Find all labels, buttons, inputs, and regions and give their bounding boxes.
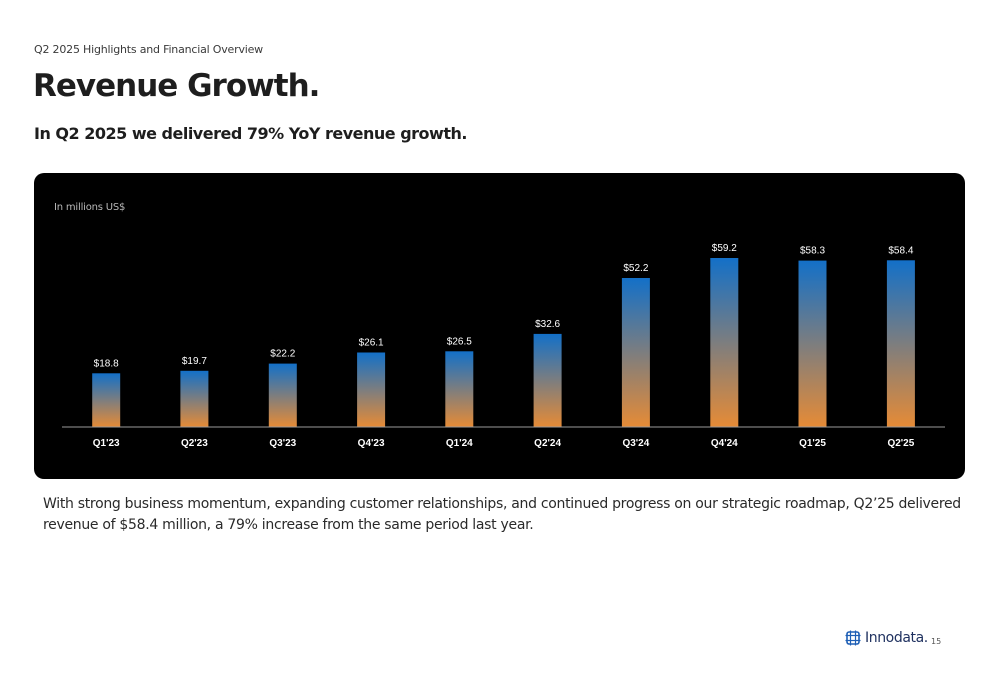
x-tick-label: Q2'25 (887, 438, 914, 449)
bar-Q1'25 (798, 260, 827, 427)
data-label: $32.6 (535, 319, 560, 330)
x-tick-label: Q3'23 (269, 438, 296, 449)
x-tick-label: Q4'23 (358, 438, 385, 449)
bar-Q3'24 (621, 278, 650, 427)
bar-Q3'23 (268, 363, 297, 427)
bar-Q2'24 (533, 333, 562, 427)
logo-text: Innodata. (865, 630, 928, 646)
bar-Q2'23 (180, 370, 209, 427)
summary-paragraph: With strong business momentum, expanding… (43, 496, 961, 533)
data-label: $52.2 (623, 263, 648, 274)
data-label: $19.7 (182, 356, 207, 367)
x-tick-label: Q4'24 (711, 438, 738, 449)
slide-eyebrow: Q2 2025 Highlights and Financial Overvie… (34, 43, 263, 56)
chart-unit-label: In millions US$ (54, 202, 126, 213)
x-tick-label: Q1'24 (446, 438, 473, 449)
x-tick-label: Q2'24 (534, 438, 561, 449)
bar-Q2'25 (886, 260, 915, 427)
page-title: Revenue Growth. (33, 68, 320, 104)
chart-panel: In millions US$ $18.8 Q1'23 $19.7 Q2'23 $22.… (34, 173, 965, 479)
bar-Q4'23 (357, 352, 386, 427)
x-tick-label: Q1'25 (799, 438, 826, 449)
bar-Q1'23 (92, 373, 121, 427)
bar-Q1'24 (445, 351, 474, 427)
x-tick-label: Q1'23 (93, 438, 120, 449)
data-label: $58.4 (888, 245, 913, 256)
page-number: 15 (931, 637, 942, 646)
data-label: $26.1 (359, 338, 384, 349)
page-subtitle: In Q2 2025 we delivered 79% YoY revenue … (34, 124, 467, 143)
company-logo: Innodata. (845, 630, 928, 646)
data-label: $59.2 (712, 243, 737, 254)
revenue-bar-chart: $18.8 Q1'23 $19.7 Q2'23 $22.2 Q3'23 $26.1 Q4'23… (62, 243, 945, 449)
data-label: $18.8 (94, 358, 119, 369)
x-tick-label: Q3'24 (622, 438, 649, 449)
data-label: $22.2 (270, 349, 295, 360)
data-label: $26.5 (447, 336, 472, 347)
data-label: $58.3 (800, 246, 825, 257)
bar-Q4'24 (710, 258, 739, 427)
x-tick-label: Q2'23 (181, 438, 208, 449)
innodata-logo-icon (845, 630, 861, 646)
